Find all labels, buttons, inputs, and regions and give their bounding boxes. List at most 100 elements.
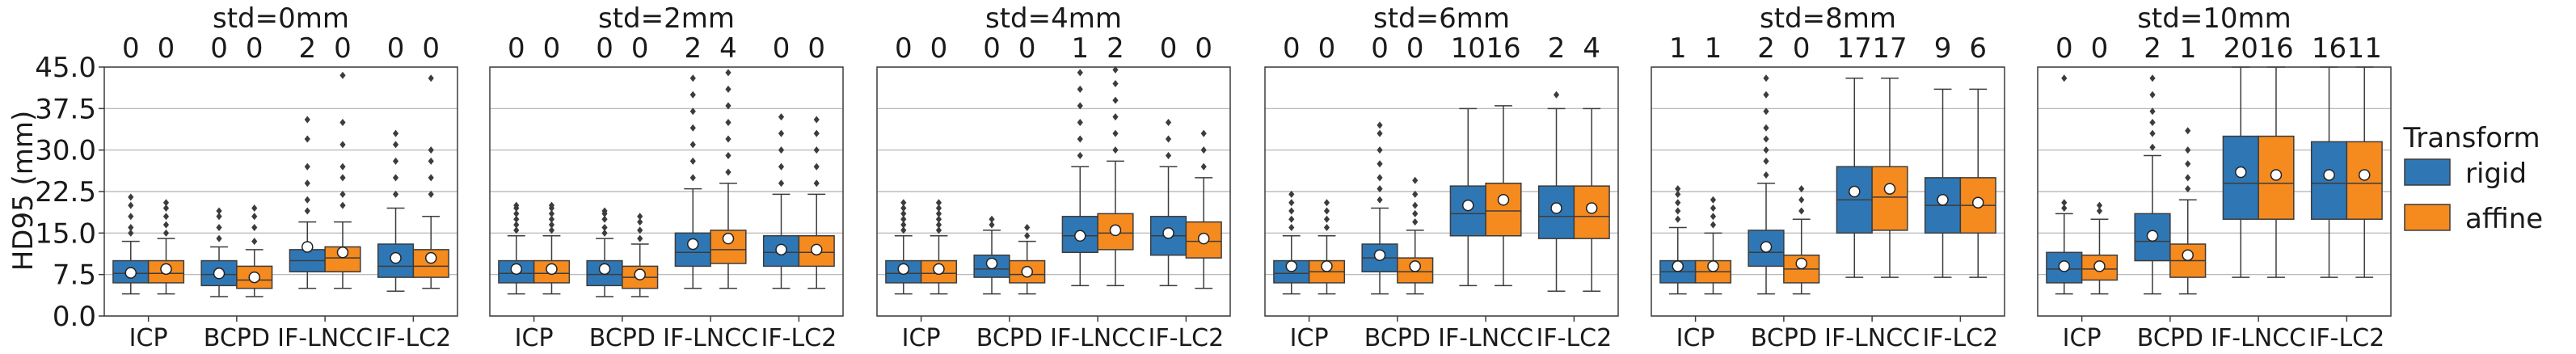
outlier-marker — [1710, 213, 1717, 221]
mean-marker — [2235, 166, 2247, 179]
outlier-marker — [900, 215, 907, 223]
outlier-marker — [1710, 196, 1717, 204]
mean-marker — [2093, 260, 2106, 272]
outlier-marker — [428, 174, 434, 182]
mean-marker — [1672, 260, 1684, 272]
outlier-marker — [548, 215, 555, 223]
box-if-lc2-affine — [1573, 107, 1610, 292]
mean-marker — [810, 243, 823, 256]
x-tick-label: ICP — [515, 324, 554, 352]
mean-marker — [160, 263, 172, 276]
outlier-marker — [601, 223, 608, 231]
mean-marker — [1462, 199, 1474, 212]
outlier-marker — [1024, 232, 1031, 240]
count-label: 0 — [631, 32, 649, 65]
box-bcpd-affine — [236, 204, 273, 297]
outlier-marker — [725, 85, 731, 93]
outlier-marker — [1288, 190, 1295, 198]
outlier-marker — [689, 107, 696, 116]
outlier-marker — [601, 229, 608, 237]
legend-label-rigid: rigid — [2465, 158, 2527, 190]
mean-marker — [1074, 230, 1086, 242]
count-label: 4 — [1583, 32, 1600, 65]
outlier-marker — [1763, 107, 1769, 116]
outlier-marker — [304, 179, 310, 188]
count-label: 0 — [1371, 32, 1389, 65]
outlier-marker — [428, 146, 434, 154]
panel-frame — [1651, 66, 2005, 317]
y-tick-label: 37.5 — [35, 93, 96, 125]
outlier-marker — [1710, 221, 1717, 229]
box-bcpd-affine — [1009, 223, 1046, 295]
y-tick-label: 15.0 — [35, 217, 96, 250]
count-label: 0 — [387, 32, 405, 65]
legend: Transform rigid affine — [2402, 122, 2543, 235]
count-label: 16 — [1486, 32, 1520, 65]
mean-marker — [1497, 194, 1510, 206]
count-label: 2 — [2144, 32, 2161, 65]
outlier-marker — [513, 221, 520, 229]
box-if-lncc-rigid — [1449, 107, 1486, 287]
mean-marker — [2146, 230, 2159, 242]
box-if-lncc-affine — [1485, 105, 1522, 287]
box-icp-affine — [533, 201, 571, 295]
outlier-marker — [689, 74, 696, 82]
outlier-marker — [689, 141, 696, 149]
box-icp-rigid — [1273, 190, 1310, 295]
panel-frame — [2037, 66, 2392, 317]
mean-marker — [2358, 169, 2371, 181]
outlier-marker — [339, 141, 346, 149]
outlier-marker — [162, 221, 170, 229]
count-label: 0 — [122, 32, 140, 65]
outlier-marker — [1288, 207, 1295, 215]
box-bcpd-rigid — [1748, 74, 1785, 295]
count-label: 1 — [1669, 32, 1687, 65]
count-label: 2 — [684, 32, 702, 65]
box-icp-affine — [1308, 199, 1346, 295]
outlier-marker — [216, 213, 222, 221]
mean-marker — [124, 267, 137, 279]
panel-title: std=4mm — [985, 2, 1122, 35]
x-tick-label: IF-LC2 — [1923, 324, 1999, 352]
outlier-marker — [900, 221, 907, 229]
outlier-marker — [1077, 102, 1083, 110]
y-tick-label: 30.0 — [35, 135, 96, 167]
count-label: 0 — [1318, 32, 1336, 65]
mean-marker — [390, 251, 402, 264]
mean-marker — [248, 271, 260, 284]
mean-marker — [1550, 202, 1562, 214]
box-bcpd-affine — [622, 213, 659, 297]
outlier-marker — [513, 215, 520, 223]
outlier-marker — [2185, 160, 2191, 168]
outlier-marker — [1112, 80, 1119, 88]
outlier-marker — [778, 162, 785, 171]
outlier-marker — [637, 218, 643, 226]
outlier-marker — [304, 196, 310, 204]
outlier-marker — [1377, 129, 1383, 137]
count-label: 0 — [508, 32, 525, 65]
count-label: 0 — [543, 32, 561, 65]
outlier-marker — [813, 179, 820, 188]
mean-marker — [2182, 249, 2194, 261]
outlier-marker — [1112, 129, 1119, 137]
outlier-marker — [1412, 209, 1419, 217]
outlier-marker — [548, 221, 555, 229]
count-label: 2 — [1107, 32, 1124, 65]
outlier-marker — [513, 209, 520, 217]
y-axis-label: HD95 (mm) — [7, 111, 40, 272]
iqr-box — [1485, 182, 1522, 237]
x-tick-label: ICP — [902, 324, 941, 352]
outlier-marker — [1165, 135, 1172, 143]
outlier-marker — [689, 124, 696, 132]
mean-marker — [301, 241, 314, 253]
outlier-marker — [339, 162, 346, 171]
outlier-marker — [1377, 146, 1383, 154]
box-bcpd-affine — [1397, 176, 1434, 295]
box-bcpd-rigid — [2134, 74, 2171, 295]
box-if-lc2-affine — [2346, 66, 2383, 278]
mean-marker — [1109, 224, 1122, 237]
x-tick-label: ICP — [129, 324, 168, 352]
panel-title: std=2mm — [598, 2, 735, 35]
outlier-marker — [989, 215, 995, 223]
